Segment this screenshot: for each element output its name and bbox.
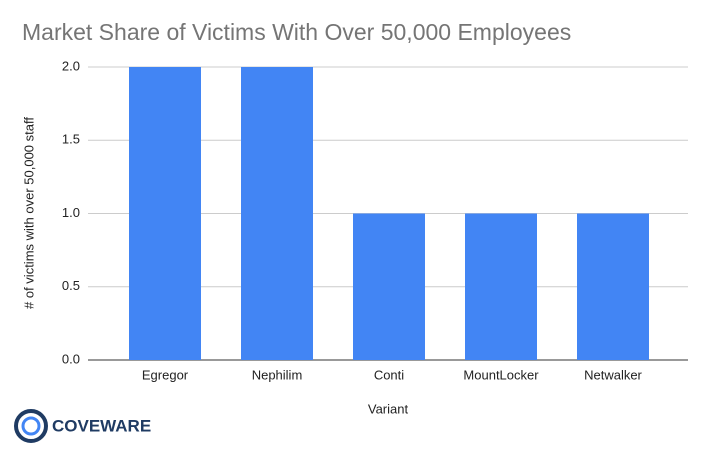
y-tick-label: 1.0 <box>62 205 80 220</box>
bar <box>241 67 313 360</box>
x-axis-label: Variant <box>368 401 409 416</box>
y-tick-label: 0.5 <box>62 278 80 293</box>
logo-text: COVEWARE <box>52 416 151 435</box>
bar <box>129 67 201 360</box>
logo-ring-inner <box>21 416 41 436</box>
y-tick-label: 1.5 <box>62 132 80 147</box>
x-tick-label: Conti <box>374 367 404 382</box>
bar <box>353 213 425 360</box>
x-tick-label: Netwalker <box>584 367 642 382</box>
chart-title: Market Share of Victims With Over 50,000… <box>22 19 571 45</box>
bar <box>577 213 649 360</box>
y-tick-label: 2.0 <box>62 58 80 73</box>
x-tick-label: MountLocker <box>463 367 539 382</box>
y-tick-label: 0.0 <box>62 351 80 366</box>
logo-ring <box>14 409 48 443</box>
x-tick-label: Nephilim <box>252 367 303 382</box>
bar <box>465 213 537 360</box>
x-tick-label: Egregor <box>142 367 189 382</box>
logo-icon <box>14 409 48 443</box>
y-axis-label: # of victims with over 50,000 staff <box>21 117 36 309</box>
